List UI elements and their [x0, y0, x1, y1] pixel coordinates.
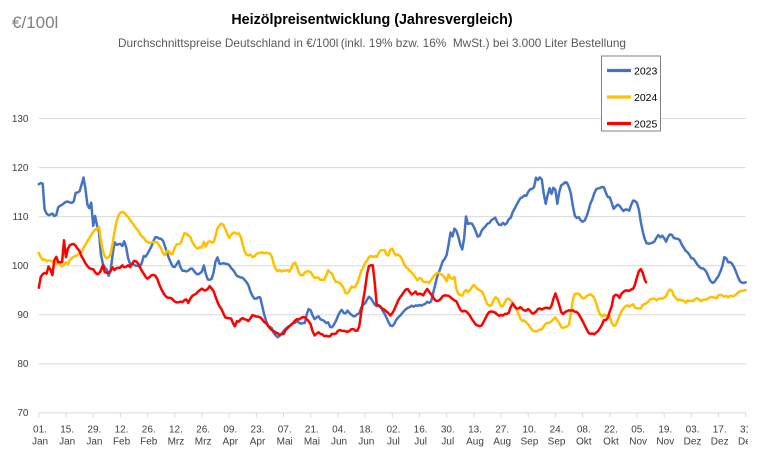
svg-text:01.: 01.	[33, 425, 47, 436]
svg-text:Nov: Nov	[656, 437, 674, 448]
svg-text:100: 100	[12, 261, 29, 272]
svg-text:13.: 13.	[468, 425, 482, 436]
svg-text:08.: 08.	[577, 425, 591, 436]
svg-text:18.: 18.	[359, 425, 373, 436]
svg-text:Feb: Feb	[140, 437, 158, 448]
svg-text:07.: 07.	[278, 425, 292, 436]
svg-text:90: 90	[17, 310, 29, 321]
svg-text:Dez: Dez	[738, 437, 756, 448]
svg-text:Heizölpreisentwicklung (Jahres: Heizölpreisentwicklung (Jahresvergleich)	[231, 12, 512, 28]
svg-text:Jul: Jul	[441, 437, 454, 448]
svg-text:Durchschnittspreise Deutschlan: Durchschnittspreise Deutschland in €/100…	[118, 36, 626, 50]
svg-text:Dez: Dez	[684, 437, 702, 448]
svg-text:15.: 15.	[60, 425, 74, 436]
svg-text:31.: 31.	[740, 425, 754, 436]
svg-text:Okt: Okt	[576, 437, 592, 448]
svg-text:23.: 23.	[251, 425, 265, 436]
svg-text:€/100l: €/100l	[12, 13, 58, 32]
svg-text:10.: 10.	[522, 425, 536, 436]
svg-text:02.: 02.	[386, 425, 400, 436]
svg-text:17.: 17.	[713, 425, 727, 436]
svg-text:Sep: Sep	[548, 437, 566, 448]
svg-text:2025: 2025	[634, 119, 658, 131]
svg-text:80: 80	[17, 359, 29, 370]
svg-text:2024: 2024	[634, 92, 658, 104]
svg-text:29.: 29.	[87, 425, 101, 436]
svg-text:Aug: Aug	[493, 437, 511, 448]
svg-text:Dez: Dez	[711, 437, 729, 448]
svg-text:Mai: Mai	[277, 437, 293, 448]
svg-text:130: 130	[12, 114, 29, 125]
svg-text:09.: 09.	[223, 425, 237, 436]
svg-text:05.: 05.	[631, 425, 645, 436]
svg-text:Jan: Jan	[86, 437, 102, 448]
svg-text:26.: 26.	[196, 425, 210, 436]
svg-text:19.: 19.	[658, 425, 672, 436]
svg-text:Jul: Jul	[414, 437, 427, 448]
svg-text:120: 120	[12, 163, 29, 174]
svg-text:Mrz: Mrz	[195, 437, 212, 448]
svg-text:12.: 12.	[169, 425, 183, 436]
svg-text:Mai: Mai	[304, 437, 320, 448]
svg-text:Jul: Jul	[387, 437, 400, 448]
svg-text:Okt: Okt	[603, 437, 619, 448]
svg-text:04.: 04.	[332, 425, 346, 436]
svg-text:22.: 22.	[604, 425, 618, 436]
svg-text:Jun: Jun	[331, 437, 347, 448]
svg-text:Sep: Sep	[520, 437, 538, 448]
svg-text:12.: 12.	[115, 425, 129, 436]
svg-text:Jan: Jan	[59, 437, 75, 448]
svg-text:2023: 2023	[634, 66, 658, 78]
svg-text:27.: 27.	[495, 425, 509, 436]
svg-text:Nov: Nov	[629, 437, 647, 448]
svg-text:Aug: Aug	[466, 437, 484, 448]
svg-text:Mrz: Mrz	[168, 437, 185, 448]
svg-text:26.: 26.	[142, 425, 156, 436]
svg-text:21.: 21.	[305, 425, 319, 436]
svg-text:Jun: Jun	[358, 437, 374, 448]
svg-text:110: 110	[13, 212, 29, 223]
svg-text:Jan: Jan	[32, 437, 48, 448]
svg-text:03.: 03.	[686, 425, 700, 436]
svg-text:16.: 16.	[414, 425, 428, 436]
svg-text:Feb: Feb	[113, 437, 131, 448]
svg-text:Apr: Apr	[250, 437, 266, 448]
svg-text:30.: 30.	[441, 425, 455, 436]
svg-text:70: 70	[17, 408, 29, 419]
svg-text:Apr: Apr	[223, 437, 239, 448]
svg-text:24.: 24.	[550, 425, 564, 436]
